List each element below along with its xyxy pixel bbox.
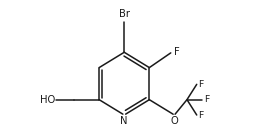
Text: Br: Br: [119, 9, 130, 19]
Text: HO: HO: [40, 95, 55, 105]
Text: O: O: [170, 116, 178, 126]
Text: F: F: [198, 80, 203, 89]
Text: N: N: [121, 116, 128, 126]
Text: F: F: [174, 47, 180, 57]
Text: F: F: [198, 111, 203, 120]
Text: F: F: [204, 95, 209, 104]
